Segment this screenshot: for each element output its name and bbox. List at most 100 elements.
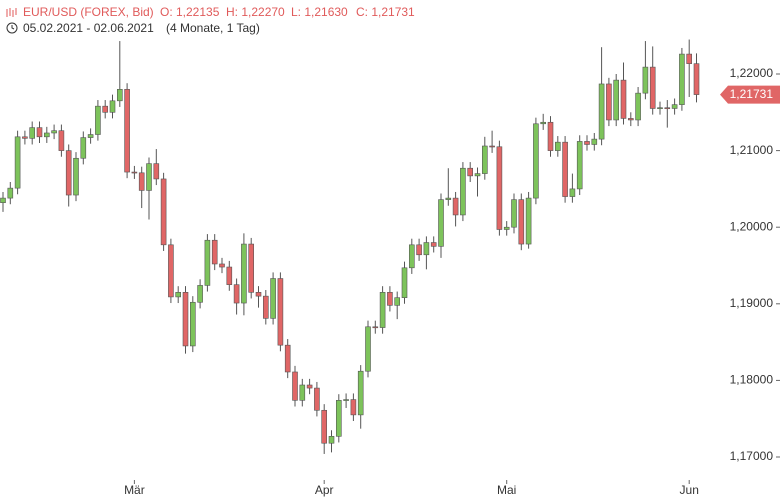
candle-body bbox=[642, 66, 649, 94]
candle-body bbox=[591, 138, 598, 145]
candle-body bbox=[146, 163, 152, 191]
candle-body bbox=[36, 127, 43, 138]
ohlc-close: C: 1,21731 bbox=[356, 5, 415, 19]
candle-body bbox=[547, 121, 554, 151]
chart-title: EUR/USD (FOREX, Bid) bbox=[23, 5, 154, 19]
candle-body bbox=[248, 243, 254, 293]
candle-body bbox=[394, 297, 401, 306]
candle-body bbox=[489, 145, 495, 148]
candle-body bbox=[664, 107, 671, 110]
candle-body bbox=[598, 83, 605, 140]
candle-body bbox=[467, 167, 474, 177]
candle-body bbox=[416, 244, 422, 256]
last-price-label: 1,21731 bbox=[730, 87, 774, 101]
y-tick-label: 1,20000 bbox=[730, 219, 774, 233]
candle-body bbox=[679, 53, 685, 105]
candle-body bbox=[306, 384, 313, 389]
y-tick-label: 1,19000 bbox=[730, 296, 774, 310]
candle-body bbox=[255, 292, 262, 297]
candle-body bbox=[131, 171, 138, 174]
candle-body bbox=[379, 292, 386, 328]
x-tick-label: Apr bbox=[315, 483, 334, 497]
candle-body bbox=[321, 409, 328, 444]
candle-body bbox=[314, 387, 320, 411]
x-tick-label: Jun bbox=[680, 483, 699, 497]
candle-body bbox=[7, 187, 14, 199]
candle-body bbox=[525, 197, 532, 245]
candle-body bbox=[65, 150, 72, 196]
candle-body bbox=[474, 173, 481, 177]
candle-body bbox=[562, 141, 568, 197]
candle-body bbox=[87, 134, 94, 138]
candle-body bbox=[649, 66, 656, 109]
candle-body bbox=[569, 188, 576, 197]
candle-body bbox=[124, 89, 130, 173]
candle-body bbox=[109, 100, 116, 113]
candle-body bbox=[423, 242, 430, 256]
ohlc-low: L: 1,21630 bbox=[291, 5, 348, 19]
candle-body bbox=[584, 141, 590, 145]
candle-body bbox=[29, 127, 36, 139]
candle-body bbox=[190, 301, 196, 347]
candle-body bbox=[204, 239, 211, 286]
candle-body bbox=[401, 267, 408, 298]
candle-body bbox=[613, 79, 620, 121]
candle-body bbox=[533, 123, 539, 199]
date-range: 05.02.2021 - 02.06.2021 bbox=[23, 21, 154, 35]
candle-body bbox=[693, 63, 700, 95]
candle-body bbox=[262, 295, 269, 319]
candle-body bbox=[14, 136, 21, 189]
candle-body bbox=[211, 239, 218, 265]
candle-body bbox=[233, 284, 240, 304]
candle-body bbox=[80, 137, 87, 159]
x-tick-label: Mär bbox=[124, 483, 145, 497]
candle-body bbox=[430, 242, 437, 247]
candle-body bbox=[328, 436, 335, 444]
candle-body bbox=[635, 92, 641, 121]
candle-body bbox=[554, 141, 561, 151]
y-tick-label: 1,21000 bbox=[730, 143, 774, 157]
candle-body bbox=[686, 53, 693, 64]
candle-body bbox=[503, 226, 510, 230]
candle-body bbox=[438, 199, 444, 247]
candle-body bbox=[270, 278, 276, 319]
ohlc-high: H: 1,22270 bbox=[226, 5, 285, 19]
candle-body bbox=[284, 344, 291, 373]
candle-body bbox=[22, 136, 28, 139]
candle-body bbox=[335, 400, 342, 437]
candle-body bbox=[153, 163, 160, 180]
candle-body bbox=[43, 132, 50, 138]
candle-body bbox=[350, 399, 357, 416]
candle-body bbox=[445, 197, 452, 200]
candle-body bbox=[0, 197, 6, 203]
y-tick-label: 1,22000 bbox=[730, 66, 774, 80]
clock-icon bbox=[6, 22, 18, 34]
x-tick-label: Mai bbox=[497, 483, 516, 497]
candle-body bbox=[518, 199, 525, 245]
candle-body bbox=[540, 121, 547, 125]
candle-body bbox=[51, 130, 57, 134]
candle-body bbox=[182, 292, 189, 347]
candle-body bbox=[460, 167, 466, 216]
candle-body bbox=[102, 105, 108, 113]
candle-body bbox=[606, 83, 612, 121]
candle-body bbox=[277, 278, 284, 346]
y-tick-label: 1,18000 bbox=[730, 373, 774, 387]
candle-body bbox=[219, 263, 225, 268]
candle-body bbox=[511, 199, 517, 228]
candle-body bbox=[175, 292, 181, 298]
candle-body bbox=[620, 79, 627, 119]
candle-body bbox=[299, 384, 306, 401]
candle-body bbox=[496, 146, 503, 230]
candle-body bbox=[138, 172, 145, 191]
candle-body bbox=[58, 130, 65, 151]
chart-icon bbox=[6, 8, 17, 17]
candle-body bbox=[481, 145, 488, 174]
candle-body bbox=[73, 157, 79, 196]
candle-body bbox=[357, 370, 364, 416]
candle-body bbox=[657, 107, 663, 110]
candle-body bbox=[343, 399, 349, 401]
candle-body bbox=[117, 89, 123, 102]
candle-body bbox=[292, 371, 298, 401]
period: (4 Monate, 1 Tag) bbox=[166, 21, 260, 35]
